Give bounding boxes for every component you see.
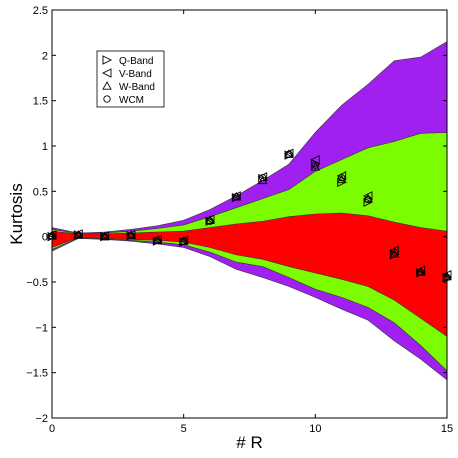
axis-ticks: 0 5 10 15 −2 −1.5 −1 −0.5 0 0.5 1 1.5 2 2.5 [26,5,453,435]
legend-entry-wcm: WCM [119,95,144,106]
x-tick-label: 10 [309,423,321,435]
x-tick-label: 0 [49,423,55,435]
y-tick-label: 1 [42,141,48,153]
point-triangle-left-13 [389,245,399,256]
legend-box [96,50,165,108]
point-circle-5 [180,237,188,245]
point-triangle-right-2 [100,231,110,242]
point-circle-11 [338,174,346,182]
point-circle-9 [285,150,293,158]
legend-marker-triangle-up [102,81,112,90]
point-triangle-up-10 [310,161,321,171]
legend-entry-q-band: Q-Band [119,56,153,67]
legend: Q-Band V-Band W-Band WCM [96,50,165,108]
y-tick-label: 0.5 [33,186,48,198]
point-triangle-up-12 [363,193,373,203]
point-triangle-up-11 [336,174,347,184]
point-circle-8 [259,174,267,182]
point-circle-14 [417,268,425,276]
point-circle-12 [364,195,372,204]
point-circle-7 [232,193,240,201]
x-tick-label: 15 [441,423,453,435]
y-axis-label: Kurtosis [7,183,26,244]
point-circle-2 [101,233,109,241]
legend-entry-w-band: W-Band [119,82,155,93]
y-tick-label: 1.5 [33,96,48,108]
point-circle-3 [127,232,135,240]
plot-frame [51,9,448,419]
point-triangle-up-13 [389,248,400,258]
y-tick-label: −1 [35,322,48,334]
point-circle-4 [153,236,161,244]
y-tick-label: 2.5 [33,5,48,17]
legend-marker-triangle-left [101,68,112,78]
legend-marker-circle [103,95,111,103]
y-tick-label: 2 [42,50,48,62]
point-triangle-right-1 [73,230,84,240]
y-tick-label: −2 [35,413,48,425]
x-tick-label: 5 [181,423,187,435]
point-triangle-left-6 [204,214,215,225]
point-triangle-up-3 [126,229,136,239]
legend-marker-triangle-right [102,55,113,65]
point-circle-10 [311,161,319,169]
point-triangle-up-6 [205,215,215,224]
legend-entry-v-band: V-Band [119,69,152,80]
x-axis-label: # R [236,433,262,452]
point-circle-1 [74,231,82,239]
point-circle-13 [390,248,398,256]
y-tick-label: −0.5 [26,277,48,289]
y-tick-label: −1.5 [26,368,48,380]
y-tick-label: 0 [42,232,48,244]
point-triangle-left-11 [336,171,347,181]
point-circle-6 [206,217,214,225]
